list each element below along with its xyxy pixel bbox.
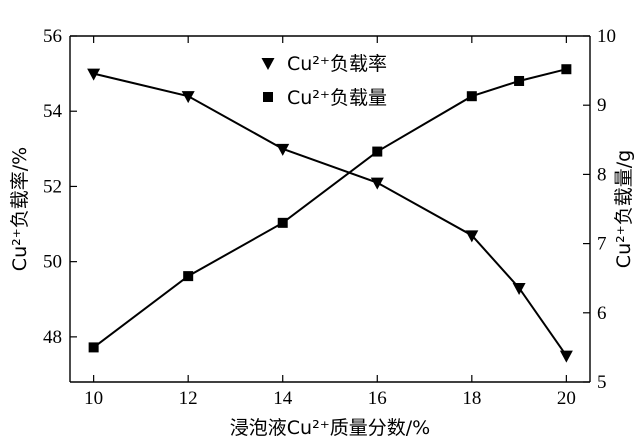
series-layer	[87, 64, 573, 363]
legend-label-loading-amount: Cu²⁺负载量	[287, 87, 387, 109]
data-point-triangle	[559, 350, 573, 363]
x-axis-title: 浸泡液Cu²⁺质量分数/%	[230, 417, 430, 439]
y-right-tick-label: 7	[597, 234, 607, 255]
y-axis-right-title: Cu²⁺负载量/g	[613, 150, 635, 268]
y-right-tick-label: 8	[597, 164, 607, 185]
data-point-square	[561, 64, 572, 75]
plot-frame	[69, 35, 591, 383]
y-left-tick-label: 54	[43, 101, 63, 122]
y-left-tick-label: 56	[43, 26, 62, 47]
data-point-square	[372, 146, 383, 157]
y-left-ticks: 48 50 52 54 56	[43, 26, 77, 348]
data-point-square	[277, 217, 288, 228]
y-right-ticks: 5 6 7 8 9 10	[583, 26, 616, 393]
series-line	[93, 68, 567, 349]
y-left-tick-label: 50	[43, 252, 62, 273]
x-tick-label: 10	[84, 388, 103, 409]
data-point-triangle	[181, 91, 195, 104]
legend: Cu²⁺负载率 Cu²⁺负载量	[261, 53, 387, 109]
legend-triangle-down-icon	[261, 58, 275, 70]
y-left-tick-label: 52	[43, 176, 62, 197]
data-point-triangle	[512, 282, 526, 295]
x-tick-label: 14	[273, 388, 293, 409]
x-tick-label: 12	[179, 388, 198, 409]
x-tick-label: 20	[557, 388, 576, 409]
legend-item-loading-amount: Cu²⁺负载量	[263, 87, 387, 109]
series-line	[93, 72, 568, 357]
y-right-tick-label: 5	[597, 372, 607, 393]
data-point-triangle	[276, 143, 290, 156]
data-point-triangle	[370, 177, 384, 190]
y-left-tick-label: 48	[43, 327, 62, 348]
y-axis-left-title: Cu²⁺负载率/%	[9, 147, 31, 271]
x-ticks: 10 12 14 16 18 20	[84, 36, 576, 409]
legend-item-loading-rate: Cu²⁺负载率	[261, 53, 387, 75]
series-loading-amount	[88, 64, 572, 353]
x-tick-label: 16	[368, 388, 387, 409]
legend-label-loading-rate: Cu²⁺负载率	[287, 53, 387, 75]
data-point-square	[88, 342, 99, 353]
data-point-square	[466, 91, 477, 102]
series-loading-rate	[87, 68, 573, 363]
data-point-triangle	[87, 68, 101, 81]
y-right-tick-label: 9	[597, 95, 607, 116]
x-tick-label: 18	[462, 388, 481, 409]
data-point-square	[514, 75, 525, 86]
y-right-tick-label: 10	[597, 26, 616, 47]
y-right-tick-label: 6	[597, 303, 607, 324]
legend-square-icon	[263, 92, 273, 102]
data-point-triangle	[465, 230, 479, 243]
data-point-square	[183, 271, 194, 282]
